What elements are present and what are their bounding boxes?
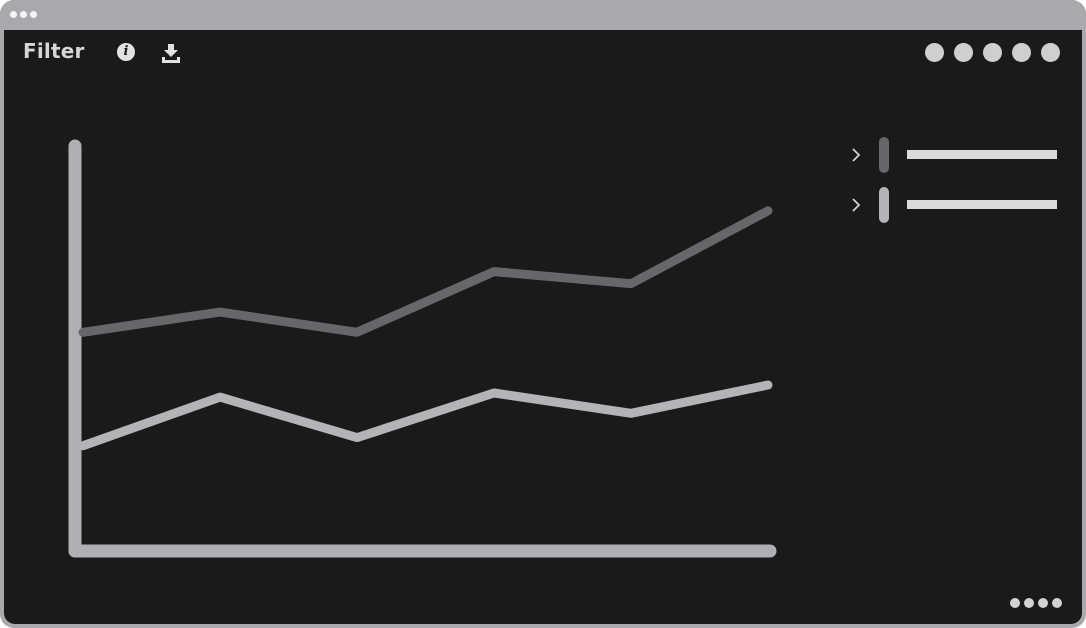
legend-swatch-1 <box>879 137 889 173</box>
view-switcher <box>925 43 1060 62</box>
legend-item-1[interactable] <box>850 136 1060 174</box>
window-control-dot[interactable] <box>10 11 17 18</box>
view-dot-1[interactable] <box>925 43 944 62</box>
more-dot <box>1052 598 1062 608</box>
more-dot <box>1024 598 1034 608</box>
view-dot-3[interactable] <box>983 43 1002 62</box>
legend-label-placeholder-1 <box>907 150 1057 159</box>
legend-swatch-2 <box>879 187 889 223</box>
filter-title: Filter <box>23 39 85 63</box>
chevron-right-icon <box>852 148 861 162</box>
download-icon[interactable] <box>160 42 182 64</box>
more-dot <box>1010 598 1020 608</box>
window-controls <box>10 11 37 18</box>
more-dots-icon[interactable] <box>1010 598 1062 608</box>
legend-item-2[interactable] <box>850 186 1060 224</box>
view-dot-2[interactable] <box>954 43 973 62</box>
view-dot-4[interactable] <box>1012 43 1031 62</box>
title-bar[interactable] <box>0 0 1086 30</box>
chevron-right-icon <box>852 198 861 212</box>
more-dot <box>1038 598 1048 608</box>
view-dot-5[interactable] <box>1041 43 1060 62</box>
series-line-2 <box>78 380 773 451</box>
line-chart <box>68 139 777 558</box>
series-line-1 <box>78 206 773 337</box>
content-panel: Filter <box>4 30 1082 624</box>
window-control-dot[interactable] <box>20 11 27 18</box>
legend-label-placeholder-2 <box>907 200 1057 209</box>
series-layer <box>78 206 773 451</box>
window-control-dot[interactable] <box>30 11 37 18</box>
info-icon[interactable] <box>117 43 135 61</box>
